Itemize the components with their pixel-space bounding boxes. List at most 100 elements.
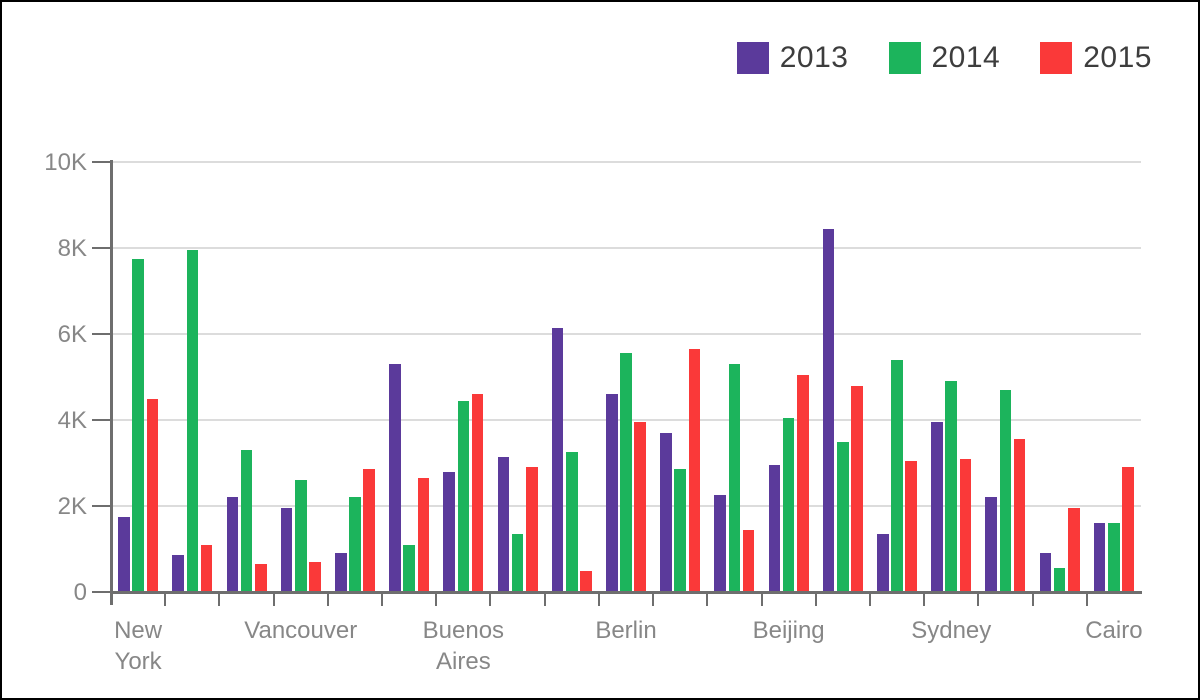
bar-2014-Beijing[interactable] — [782, 417, 795, 592]
bar-2015-Vancouver[interactable] — [309, 561, 321, 592]
x-axis-tick — [760, 591, 763, 606]
legend-item-2015[interactable]: 2015 — [1040, 41, 1152, 74]
legend-label: 2015 — [1083, 41, 1152, 74]
x-category-label-Sydney: Sydney — [911, 617, 992, 644]
bar-2015-New York[interactable] — [146, 398, 159, 592]
bar-2013-group3[interactable] — [226, 497, 239, 592]
bar-2015-group14[interactable] — [851, 385, 863, 592]
y-axis-tick — [92, 419, 111, 421]
x-category-label-Buenos-Aires: Buenos Aires — [422, 617, 505, 675]
bar-2013-New York[interactable] — [118, 516, 130, 592]
bar-2015-Berlin[interactable] — [634, 422, 646, 592]
legend-label: 2014 — [931, 41, 1001, 74]
x-category-label-Vancouver: Vancouver — [244, 617, 358, 644]
bar-2013-Cairo[interactable] — [1093, 523, 1106, 592]
legend-item-2014[interactable]: 2014 — [888, 41, 1001, 74]
x-axis-tick — [489, 591, 492, 606]
bar-2014-group8[interactable] — [511, 533, 524, 592]
bar-2014-group14[interactable] — [837, 441, 849, 592]
gridline-6K — [111, 333, 1141, 335]
bar-2014-Buenos Aires[interactable] — [457, 400, 470, 592]
bar-2014-Sydney[interactable] — [945, 381, 958, 592]
bar-2015-group6[interactable] — [417, 478, 430, 592]
bar-2015-group11[interactable] — [688, 349, 701, 592]
bar-2014-Vancouver[interactable] — [294, 480, 307, 592]
bar-2015-group18[interactable] — [1068, 508, 1080, 592]
x-axis-tick — [1031, 591, 1034, 606]
bar-2013-Vancouver[interactable] — [280, 508, 293, 592]
x-axis-tick — [272, 591, 275, 606]
bar-2013-Beijing[interactable] — [768, 465, 781, 592]
x-axis-tick — [1085, 591, 1088, 606]
x-axis-tick — [326, 591, 329, 606]
x-axis-tick — [543, 591, 546, 606]
x-category-label-New-York: New York — [114, 617, 163, 675]
bar-2014-group9[interactable] — [565, 452, 578, 592]
bar-2013-group5[interactable] — [334, 553, 347, 592]
bar-2013-group18[interactable] — [1039, 553, 1052, 592]
bar-2015-group15[interactable] — [905, 460, 918, 592]
y-axis-tick — [92, 247, 111, 249]
x-axis — [109, 591, 1142, 594]
y-axis-tick — [92, 333, 111, 335]
x-axis-tick — [977, 591, 980, 606]
bar-2013-group17[interactable] — [985, 497, 998, 592]
bar-2014-group18[interactable] — [1053, 568, 1066, 592]
bar-2014-group15[interactable] — [891, 359, 903, 592]
bar-2015-group3[interactable] — [254, 564, 267, 592]
bar-2014-group17[interactable] — [999, 389, 1012, 592]
x-axis-tick — [218, 591, 221, 606]
x-axis-tick — [597, 591, 600, 606]
bar-2013-group11[interactable] — [660, 432, 672, 592]
bar-2013-group2[interactable] — [172, 555, 184, 592]
x-axis-tick — [706, 591, 709, 606]
y-tick-label: 10K — [44, 149, 87, 176]
y-axis-tick — [92, 591, 111, 593]
bar-2014-group2[interactable] — [186, 250, 199, 592]
bar-2014-group3[interactable] — [240, 450, 253, 592]
bar-2015-group17[interactable] — [1013, 439, 1026, 592]
bar-2014-Cairo[interactable] — [1108, 523, 1120, 592]
bar-2013-Berlin[interactable] — [606, 394, 618, 592]
bar-2015-group8[interactable] — [525, 467, 538, 592]
bar-2014-group11[interactable] — [674, 469, 686, 592]
gridline-10K — [111, 161, 1141, 163]
bar-2015-group12[interactable] — [742, 529, 755, 592]
x-axis-tick — [435, 591, 438, 606]
bar-2015-Cairo[interactable] — [1122, 467, 1134, 592]
y-axis-tick — [92, 161, 111, 163]
x-category-label-Cairo: Cairo — [1085, 617, 1143, 644]
bar-2014-group12[interactable] — [728, 364, 741, 592]
bar-2013-group12[interactable] — [714, 495, 726, 592]
bar-2015-Buenos Aires[interactable] — [471, 394, 484, 592]
legend-swatch-icon — [1040, 41, 1073, 74]
x-axis-tick — [381, 591, 384, 606]
bar-2015-group5[interactable] — [363, 469, 375, 592]
bar-2014-group6[interactable] — [403, 544, 415, 592]
bar-2013-group15[interactable] — [877, 533, 889, 592]
bar-2015-Sydney[interactable] — [959, 458, 972, 592]
x-category-label-Berlin: Berlin — [595, 617, 657, 644]
bar-2013-group14[interactable] — [822, 228, 835, 592]
y-axis — [109, 160, 113, 605]
bar-2015-group9[interactable] — [580, 570, 592, 592]
bar-2013-group8[interactable] — [497, 456, 510, 592]
bar-2013-group6[interactable] — [389, 364, 401, 592]
bar-2013-group9[interactable] — [551, 327, 564, 592]
bar-2015-Beijing[interactable] — [797, 374, 809, 592]
y-tick-label: 0 — [73, 579, 87, 606]
bar-2013-Buenos Aires[interactable] — [443, 471, 455, 592]
bar-2014-group5[interactable] — [349, 497, 361, 592]
x-category-label-Beijing: Beijing — [752, 617, 825, 644]
legend-item-2013[interactable]: 2013 — [736, 41, 849, 74]
x-axis-tick — [652, 591, 655, 606]
bar-2013-Sydney[interactable] — [931, 422, 943, 592]
y-axis-tick — [92, 505, 111, 507]
x-axis-tick — [164, 591, 167, 606]
gridline-8K — [111, 247, 1141, 249]
bar-2014-New York[interactable] — [132, 258, 144, 592]
bar-2014-Berlin[interactable] — [620, 353, 632, 592]
y-tick-label: 2K — [57, 493, 87, 520]
bar-2015-group2[interactable] — [200, 544, 213, 592]
